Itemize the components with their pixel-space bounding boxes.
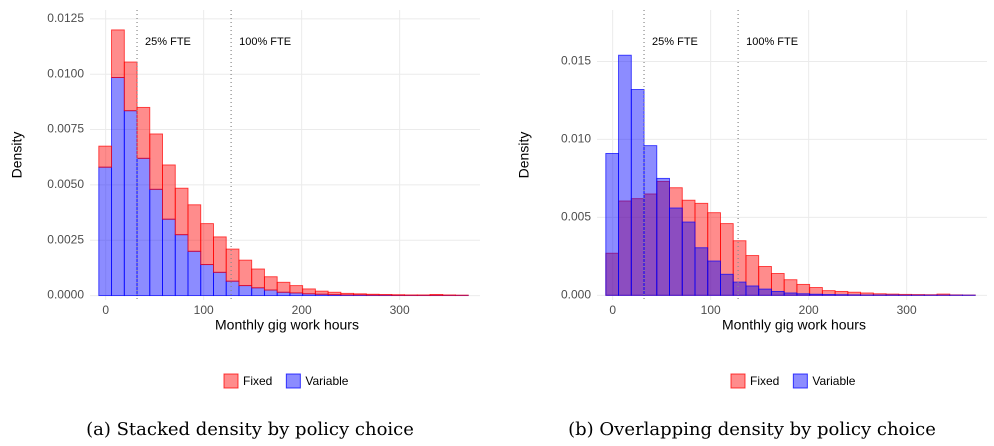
histogram-bar	[745, 285, 760, 296]
reference-label: 100% FTE	[746, 36, 798, 48]
histogram-bar	[174, 234, 189, 297]
histogram-bar	[276, 291, 291, 297]
histogram-bar	[162, 218, 176, 297]
histogram-bar	[821, 294, 836, 296]
histogram-bar	[770, 290, 785, 296]
legend-key	[730, 373, 746, 389]
y-tick-label: 0.0075	[47, 122, 84, 136]
legend-label: Fixed	[243, 374, 272, 388]
histogram-bar	[681, 221, 696, 296]
histogram-bar	[263, 289, 278, 297]
histogram-bar	[200, 264, 214, 297]
caption: (b) Overlapping density by policy choice	[568, 419, 936, 440]
x-tick-label: 100	[701, 303, 721, 317]
panel: 0.0000 0.0025 0.0050 0.0075 0.0100 0.0125 0 100…	[9, 10, 480, 440]
histogram-bar	[263, 276, 278, 291]
histogram-bar	[605, 152, 620, 296]
histogram-bar	[656, 177, 670, 296]
y-tick-label: 0.0000	[47, 288, 84, 302]
histogram-bar	[834, 294, 849, 296]
histogram-bar	[429, 294, 444, 296]
legend-label: Variable	[305, 374, 348, 388]
histogram-bar	[98, 166, 113, 297]
x-axis-title: Monthly gig work hours	[722, 317, 866, 333]
y-tick-label: 0.0125	[47, 11, 84, 25]
histogram-bar	[123, 110, 138, 297]
histogram-bar	[238, 285, 253, 297]
histogram-bar	[796, 293, 811, 296]
y-tick-label: 0.015	[561, 54, 591, 68]
histogram-bar	[353, 293, 367, 296]
histogram-bar	[302, 288, 316, 295]
histogram-bar	[225, 248, 240, 282]
histogram-bar	[162, 164, 176, 220]
x-tick-label: 300	[390, 303, 410, 317]
panel: 0.000 0.005 0.010 0.015 0 100 200 300 25% FTE 100…	[516, 10, 987, 440]
x-tick-label: 100	[194, 303, 214, 317]
histogram-bar	[340, 292, 355, 296]
y-tick-label: 0.0100	[47, 66, 84, 80]
y-axis-title: Density	[516, 132, 532, 179]
histogram-bar	[136, 106, 151, 159]
histogram-bar	[669, 207, 683, 296]
histogram-bar	[213, 271, 227, 297]
histogram-bar	[213, 236, 227, 273]
histogram-bar	[720, 273, 734, 296]
legend-label: Variable	[812, 374, 855, 388]
histogram-bar	[187, 250, 202, 297]
histogram-bar	[327, 291, 342, 296]
y-tick-label: 0.000	[561, 287, 591, 301]
histogram-bar	[111, 29, 125, 78]
histogram-bar	[378, 294, 393, 296]
caption: (a) Stacked density by policy choice	[86, 419, 414, 440]
histogram-bar	[276, 281, 291, 293]
y-tick-label: 0.0050	[47, 177, 84, 191]
histogram-bar	[136, 157, 151, 297]
histogram-bar	[783, 292, 798, 296]
histogram-bar	[225, 280, 240, 297]
legend-key	[792, 373, 808, 389]
y-tick-label: 0.005	[561, 210, 591, 224]
x-tick-label: 0	[102, 303, 109, 317]
histogram-bar	[809, 293, 823, 296]
y-tick-label: 0.010	[561, 132, 591, 146]
x-tick-label: 300	[897, 303, 917, 317]
reference-label: 25% FTE	[652, 36, 698, 48]
legend-key	[223, 373, 239, 389]
x-tick-label: 200	[292, 303, 312, 317]
reference-label: 25% FTE	[145, 36, 191, 48]
histogram-bar	[98, 145, 113, 168]
histogram-bar	[149, 133, 163, 190]
x-tick-label: 200	[799, 303, 819, 317]
histogram-bar	[630, 89, 645, 296]
histogram-bar	[365, 293, 380, 296]
histogram-bar	[289, 285, 304, 294]
y-axis-title: Density	[9, 132, 25, 179]
histogram-bar	[251, 287, 265, 297]
x-tick-label: 0	[609, 303, 616, 317]
histogram-bar	[238, 259, 253, 287]
histogram-bar	[200, 223, 214, 266]
histogram-bar	[123, 61, 138, 112]
histogram-bar	[111, 77, 125, 297]
legend-label: Fixed	[750, 374, 779, 388]
y-tick-label: 0.0025	[47, 232, 84, 246]
histogram-bar	[149, 188, 163, 297]
histogram-bar	[174, 187, 189, 236]
histogram-bar	[314, 290, 329, 295]
histogram-bar	[707, 260, 721, 296]
histogram-bar	[391, 294, 405, 296]
histogram-bar	[618, 54, 632, 296]
histogram-bar	[732, 281, 747, 296]
legend-key	[285, 373, 301, 389]
histogram-bar	[251, 268, 265, 289]
histogram-bar	[758, 288, 772, 296]
histogram-bar	[694, 247, 709, 296]
histogram-bar	[643, 145, 658, 296]
x-axis-title: Monthly gig work hours	[215, 317, 359, 333]
reference-label: 100% FTE	[239, 36, 291, 48]
histogram-bar	[187, 204, 202, 252]
